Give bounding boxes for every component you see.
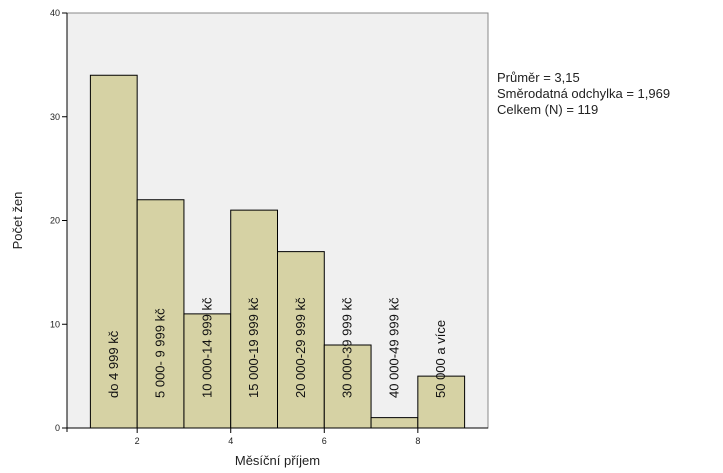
bar-category-label: 50 000 a více xyxy=(433,320,448,398)
statistics-box: Průměr = 3,15 Směrodatná odchylka = 1,96… xyxy=(497,70,670,118)
y-tick-label: 0 xyxy=(55,423,60,433)
bar-category-label: 10 000-14 999 kč xyxy=(199,297,214,398)
histogram-bar xyxy=(277,251,325,429)
std-label: Směrodatná odchylka = 1,969 xyxy=(497,86,671,101)
bar-category-label: do 4 999 kč xyxy=(106,330,121,398)
x-tick-label: 4 xyxy=(228,436,233,446)
bar-category-label: 20 000-29 999 kč xyxy=(293,297,308,398)
count-label: Celkem (N) = 119 xyxy=(497,102,599,117)
histogram-bar xyxy=(323,344,372,429)
y-axis-title: Počet žen xyxy=(10,192,25,250)
histogram-bar xyxy=(136,199,185,429)
y-tick-label: 20 xyxy=(50,216,60,226)
x-tick-label: 8 xyxy=(415,436,420,446)
x-axis-title: Měsíční příjem xyxy=(235,453,320,468)
histogram-bar xyxy=(370,417,419,429)
mean-label: Průměr = 3,15 xyxy=(497,70,580,85)
bar-category-label: 15 000-19 999 kč xyxy=(246,297,261,398)
bar-category-label: 5 000- 9 999 kč xyxy=(153,308,168,398)
histogram-bar xyxy=(183,313,232,429)
histogram-bar xyxy=(417,375,466,429)
y-tick-label: 30 xyxy=(50,112,60,122)
bar-category-label: 30 000-39 999 kč xyxy=(340,297,355,398)
bar-category-label: 40 000-49 999 kč xyxy=(386,297,401,398)
y-tick-label: 40 xyxy=(50,8,60,18)
histogram-bar xyxy=(230,209,279,429)
y-tick-label: 10 xyxy=(50,319,60,329)
x-tick-label: 2 xyxy=(135,436,140,446)
x-tick-label: 6 xyxy=(322,436,327,446)
